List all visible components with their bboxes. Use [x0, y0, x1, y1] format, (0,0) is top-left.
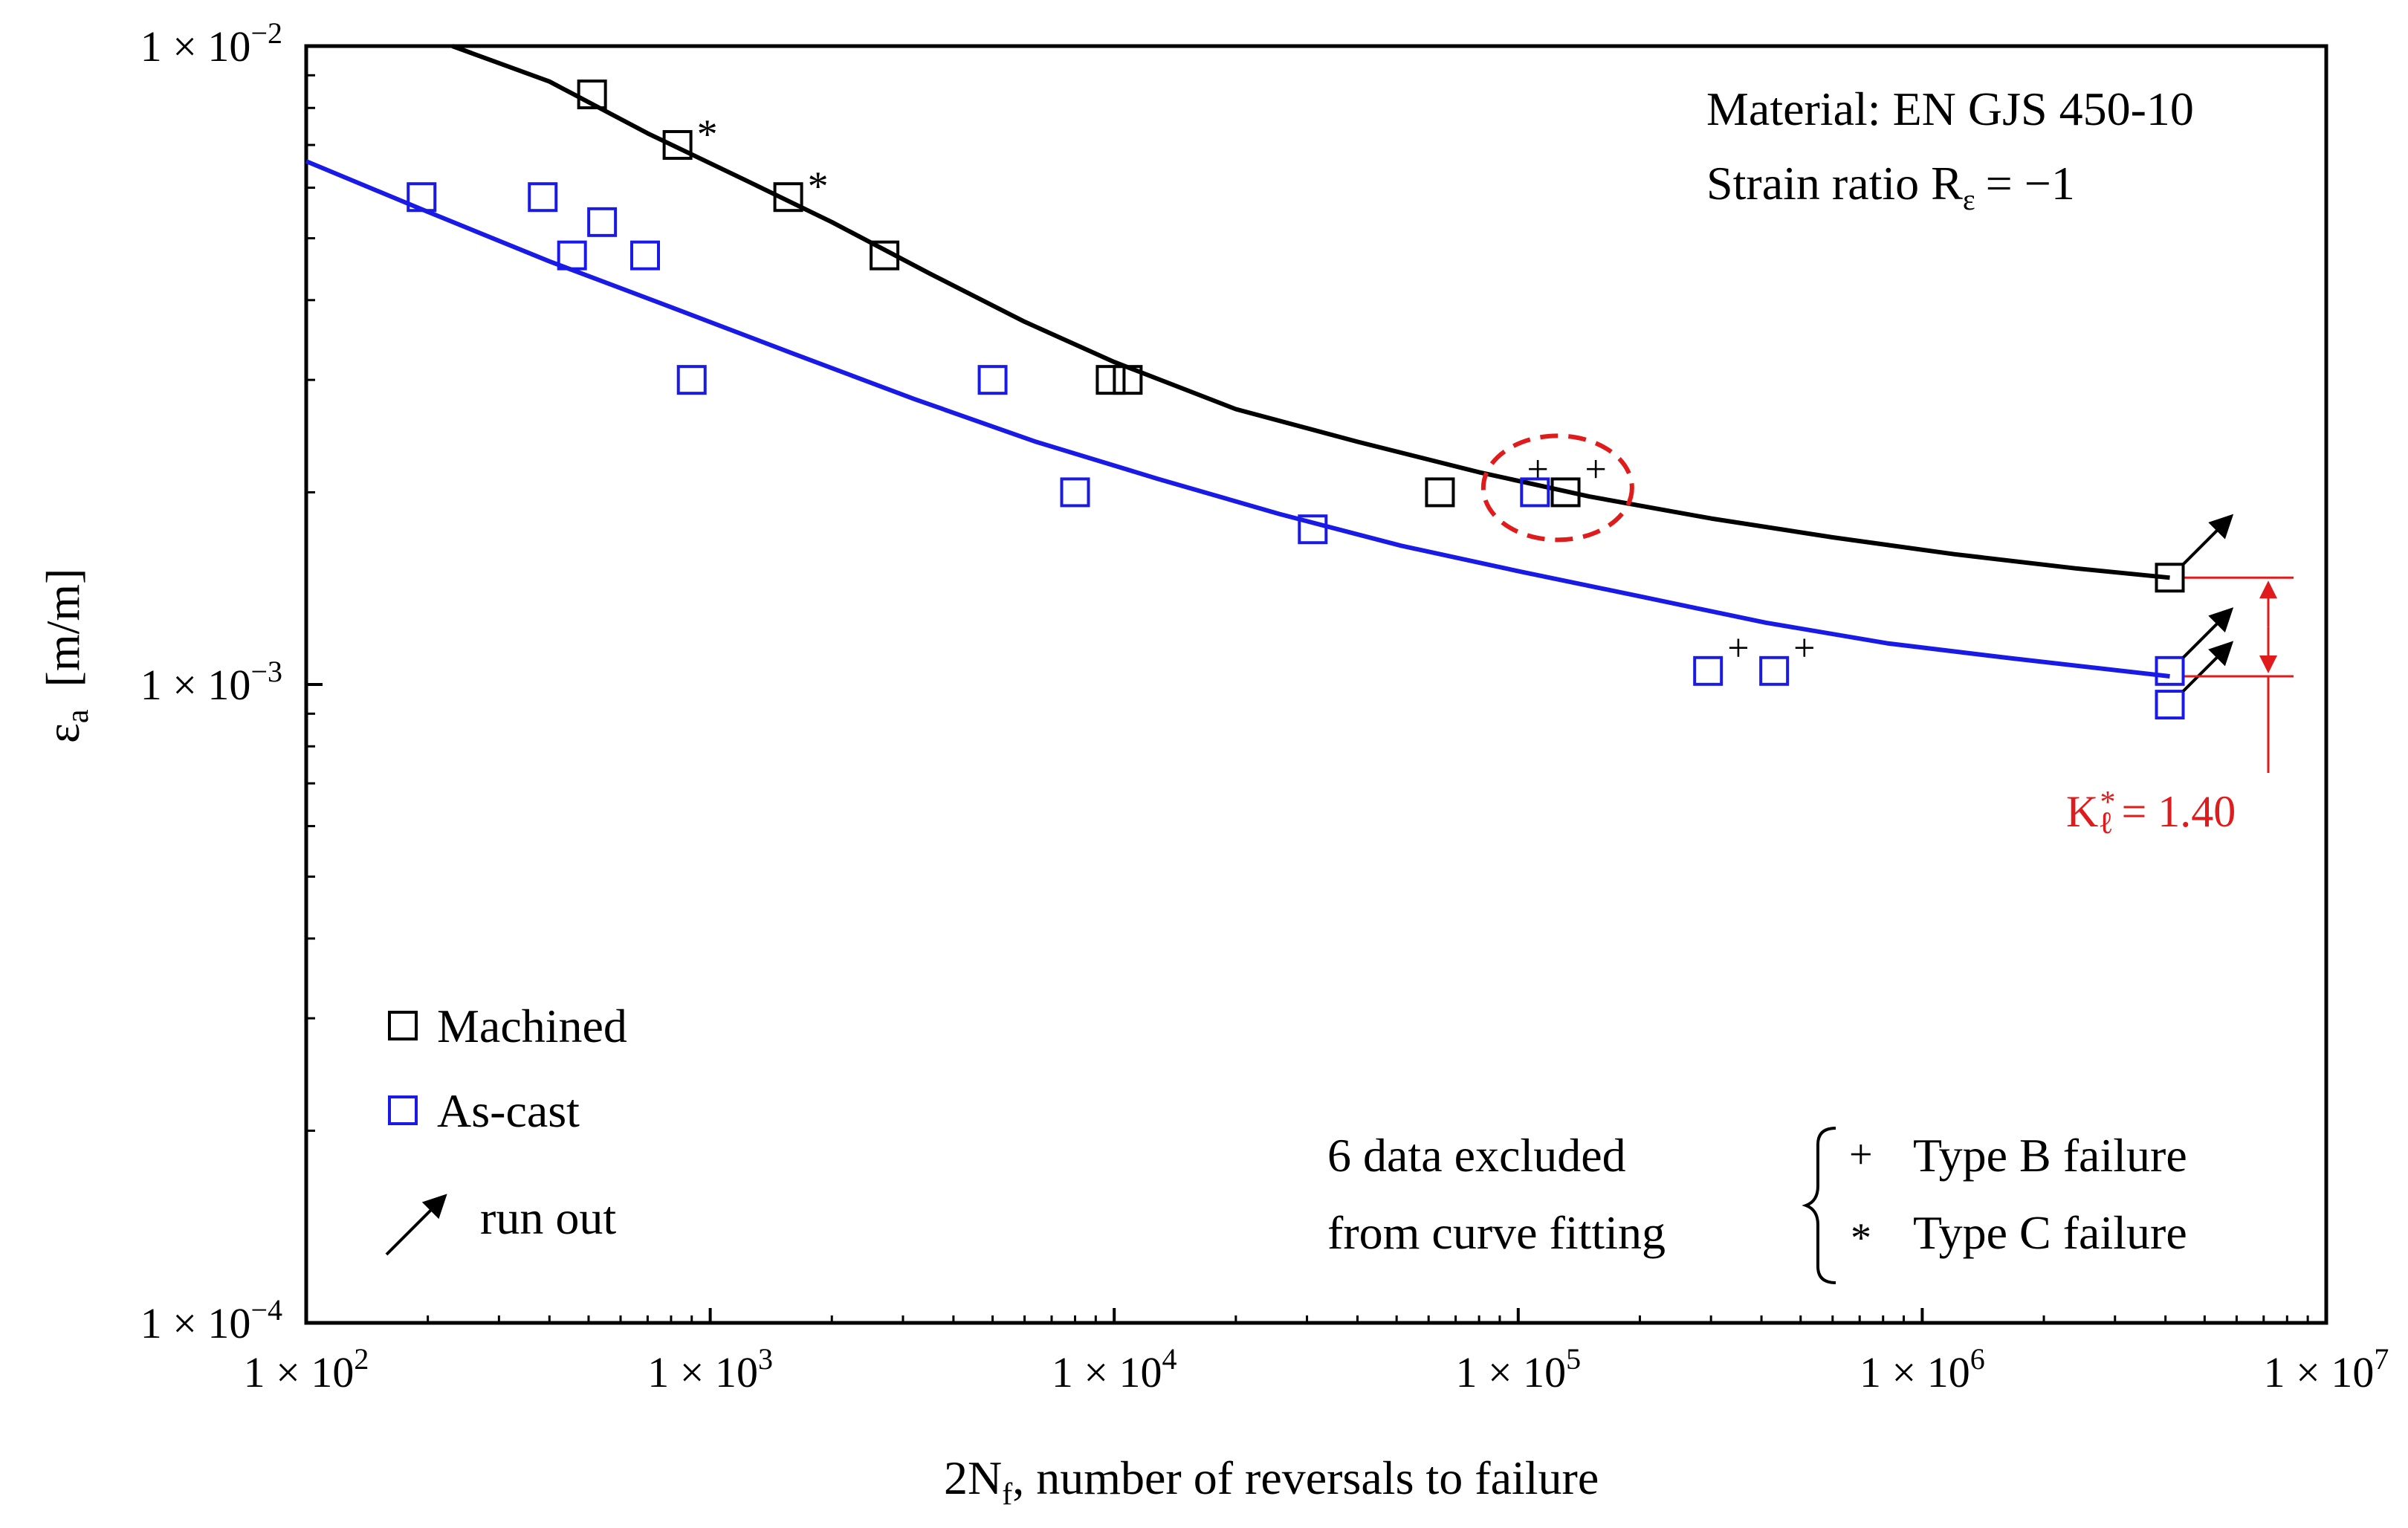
x-tick-label: 1 × 103 — [647, 1342, 773, 1396]
data-point-as-cast — [1520, 477, 1550, 508]
data-point-machined — [870, 240, 900, 271]
data-point-machined — [773, 182, 803, 213]
fit-curve-machined — [451, 44, 2170, 580]
legend-machined-marker — [388, 1011, 418, 1040]
legend-machined-label: Machined — [437, 1000, 627, 1052]
legend-ascast-label: As-cast — [437, 1084, 580, 1137]
type-c-marker: * — [808, 164, 829, 210]
exclusion-note-line2: from curve fitting — [1327, 1206, 1666, 1259]
data-point-as-cast — [676, 365, 707, 395]
data-point-as-cast — [1060, 477, 1090, 508]
data-point-as-cast — [1693, 655, 1724, 686]
y-axis-title: εa[m/m] — [36, 569, 95, 744]
runout-arrow — [2182, 514, 2234, 566]
data-point-machined — [1425, 477, 1455, 508]
exclusion-note-line1: 6 data excluded — [1327, 1129, 1626, 1182]
runout-arrow — [2182, 607, 2234, 659]
type-b-marker: + — [1727, 627, 1749, 670]
type-b-symbol: + — [1849, 1132, 1873, 1178]
runout-arrow — [2182, 641, 2234, 693]
type-c-label: Type C failure — [1913, 1206, 2187, 1259]
k-factor-annotation: Kℓ* = 1.40 — [2066, 576, 2294, 841]
data-point-as-cast — [2155, 690, 2185, 720]
type-b-marker: + — [1793, 627, 1815, 670]
y-tick-label: 1 × 10−4 — [140, 1293, 282, 1347]
data-point-as-cast — [2155, 655, 2185, 686]
y-tick-label: 1 × 10−2 — [140, 16, 282, 71]
data-point-as-cast — [1759, 655, 1790, 686]
data-point-as-cast — [557, 240, 587, 271]
type-b-marker: + — [1585, 448, 1607, 491]
fitted-curves — [305, 44, 2170, 679]
excluded-data-highlight-ellipse — [1480, 433, 1634, 543]
type-c-marker: * — [697, 111, 718, 158]
data-point-as-cast — [528, 182, 558, 213]
k-factor-label: Kℓ* = 1.40 — [2066, 786, 2236, 841]
data-point-machined — [1550, 477, 1581, 508]
data-point-as-cast — [587, 207, 618, 237]
material-label: Material: EN GJS 450-10 — [1706, 82, 2194, 135]
legend-runout-label: run out — [480, 1191, 616, 1244]
data-point-as-cast — [977, 365, 1008, 395]
y-tick-label: 1 × 10−3 — [140, 655, 282, 709]
legend-ascast-marker — [388, 1095, 418, 1125]
y-axis-ticks: 1 × 10−2 1 × 10−3 1 × 10−4 — [140, 16, 323, 1347]
type-b-marker: + — [1527, 448, 1549, 491]
type-c-symbol: * — [1851, 1215, 1871, 1261]
data-points: * * + + + + — [407, 80, 2185, 720]
x-tick-label: 1 × 105 — [1455, 1342, 1581, 1396]
data-point-as-cast — [629, 240, 660, 271]
data-point-machined — [1095, 365, 1126, 395]
data-point-machined — [1113, 365, 1143, 395]
x-axis-ticks: 1 × 102 1 × 103 1 × 104 1 × 105 1 × 106 1 × 1… — [244, 1308, 2389, 1396]
fit-curve-as-cast — [305, 159, 2170, 679]
x-axis-title: 2Nf, number of reversals to failure — [944, 1451, 1599, 1512]
x-tick-label: 1 × 102 — [244, 1342, 369, 1396]
data-point-machined — [577, 80, 607, 110]
x-tick-label: 1 × 104 — [1052, 1342, 1177, 1396]
x-tick-label: 1 × 106 — [1860, 1342, 1985, 1396]
strain-ratio-label: Strain ratio Rε = −1 — [1706, 157, 2075, 216]
data-point-machined — [662, 130, 693, 161]
legend-runout-arrow — [385, 1194, 447, 1256]
runout-arrows — [2182, 514, 2234, 693]
type-b-label: Type B failure — [1913, 1129, 2187, 1182]
exclusion-brace — [1802, 1127, 1836, 1284]
data-point-as-cast — [407, 182, 437, 213]
data-point-as-cast — [1298, 514, 1328, 545]
x-tick-label: 1 × 107 — [2264, 1342, 2389, 1396]
data-point-machined — [2155, 563, 2185, 593]
